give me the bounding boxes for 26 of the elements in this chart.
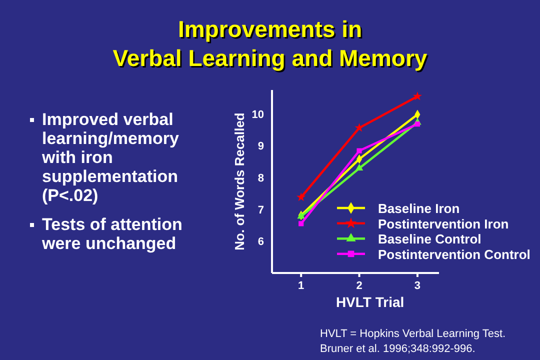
text: Improved verbal learning/memory with iron supplementation (P<.02) xyxy=(41,110,180,205)
point xyxy=(414,122,420,127)
text: Tests of attention were unchanged xyxy=(41,215,182,253)
legend-label: Postintervention Iron xyxy=(378,216,509,232)
text: Bruner et al. 1996;348:992-996. xyxy=(320,343,476,355)
y-axis-title: No. of Words Recalled xyxy=(232,112,247,250)
legend-label: Baseline Iron xyxy=(378,201,460,216)
x-axis-title: HVLT Trial xyxy=(336,294,404,310)
point xyxy=(298,221,304,226)
point xyxy=(354,123,364,132)
point xyxy=(355,164,364,171)
legend-label: Postintervention Control xyxy=(378,246,530,262)
legend-label: Baseline Control xyxy=(378,232,482,247)
text: HVLT = Hopkins Verbal Learning Test. xyxy=(320,328,506,340)
y-tick-label: 8 xyxy=(258,172,264,185)
point xyxy=(412,92,422,100)
point xyxy=(296,192,306,202)
x-tick-label: 1 xyxy=(298,280,304,292)
y-tick-label: 7 xyxy=(258,204,264,216)
y-tick-label: 6 xyxy=(258,236,264,248)
x-tick-label: 3 xyxy=(414,280,421,292)
point xyxy=(356,148,362,154)
x-tick-label: 2 xyxy=(356,280,362,292)
y-tick-label: 10 xyxy=(252,108,264,121)
chart-title: Improvements in Verbal Learning and Memory xyxy=(114,16,429,72)
y-tick-label: 9 xyxy=(258,140,264,153)
